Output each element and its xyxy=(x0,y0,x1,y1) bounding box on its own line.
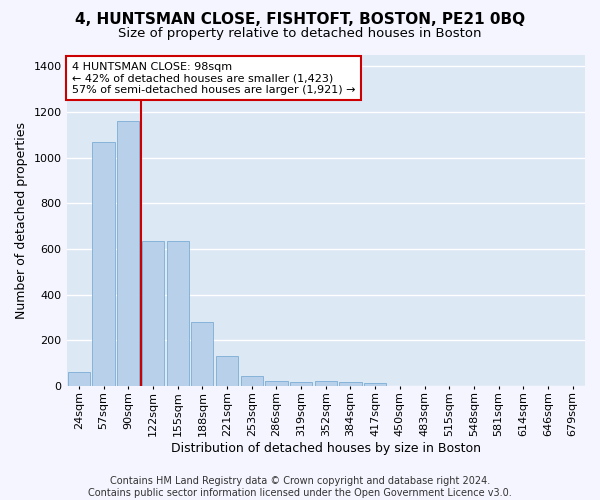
Bar xyxy=(117,121,139,386)
Bar xyxy=(167,241,189,386)
Text: 4, HUNTSMAN CLOSE, FISHTOFT, BOSTON, PE21 0BQ: 4, HUNTSMAN CLOSE, FISHTOFT, BOSTON, PE2… xyxy=(75,12,525,28)
Bar xyxy=(340,382,362,386)
Bar xyxy=(314,381,337,386)
Text: Contains HM Land Registry data © Crown copyright and database right 2024.
Contai: Contains HM Land Registry data © Crown c… xyxy=(88,476,512,498)
Bar xyxy=(265,381,287,386)
Bar xyxy=(241,376,263,386)
Text: 4 HUNTSMAN CLOSE: 98sqm
← 42% of detached houses are smaller (1,423)
57% of semi: 4 HUNTSMAN CLOSE: 98sqm ← 42% of detache… xyxy=(72,62,355,95)
Bar xyxy=(68,372,90,386)
Bar xyxy=(290,382,312,386)
X-axis label: Distribution of detached houses by size in Boston: Distribution of detached houses by size … xyxy=(171,442,481,455)
Text: Size of property relative to detached houses in Boston: Size of property relative to detached ho… xyxy=(118,28,482,40)
Y-axis label: Number of detached properties: Number of detached properties xyxy=(15,122,28,319)
Bar xyxy=(216,356,238,386)
Bar xyxy=(142,241,164,386)
Bar xyxy=(364,383,386,386)
Bar xyxy=(191,322,214,386)
Bar xyxy=(92,142,115,386)
